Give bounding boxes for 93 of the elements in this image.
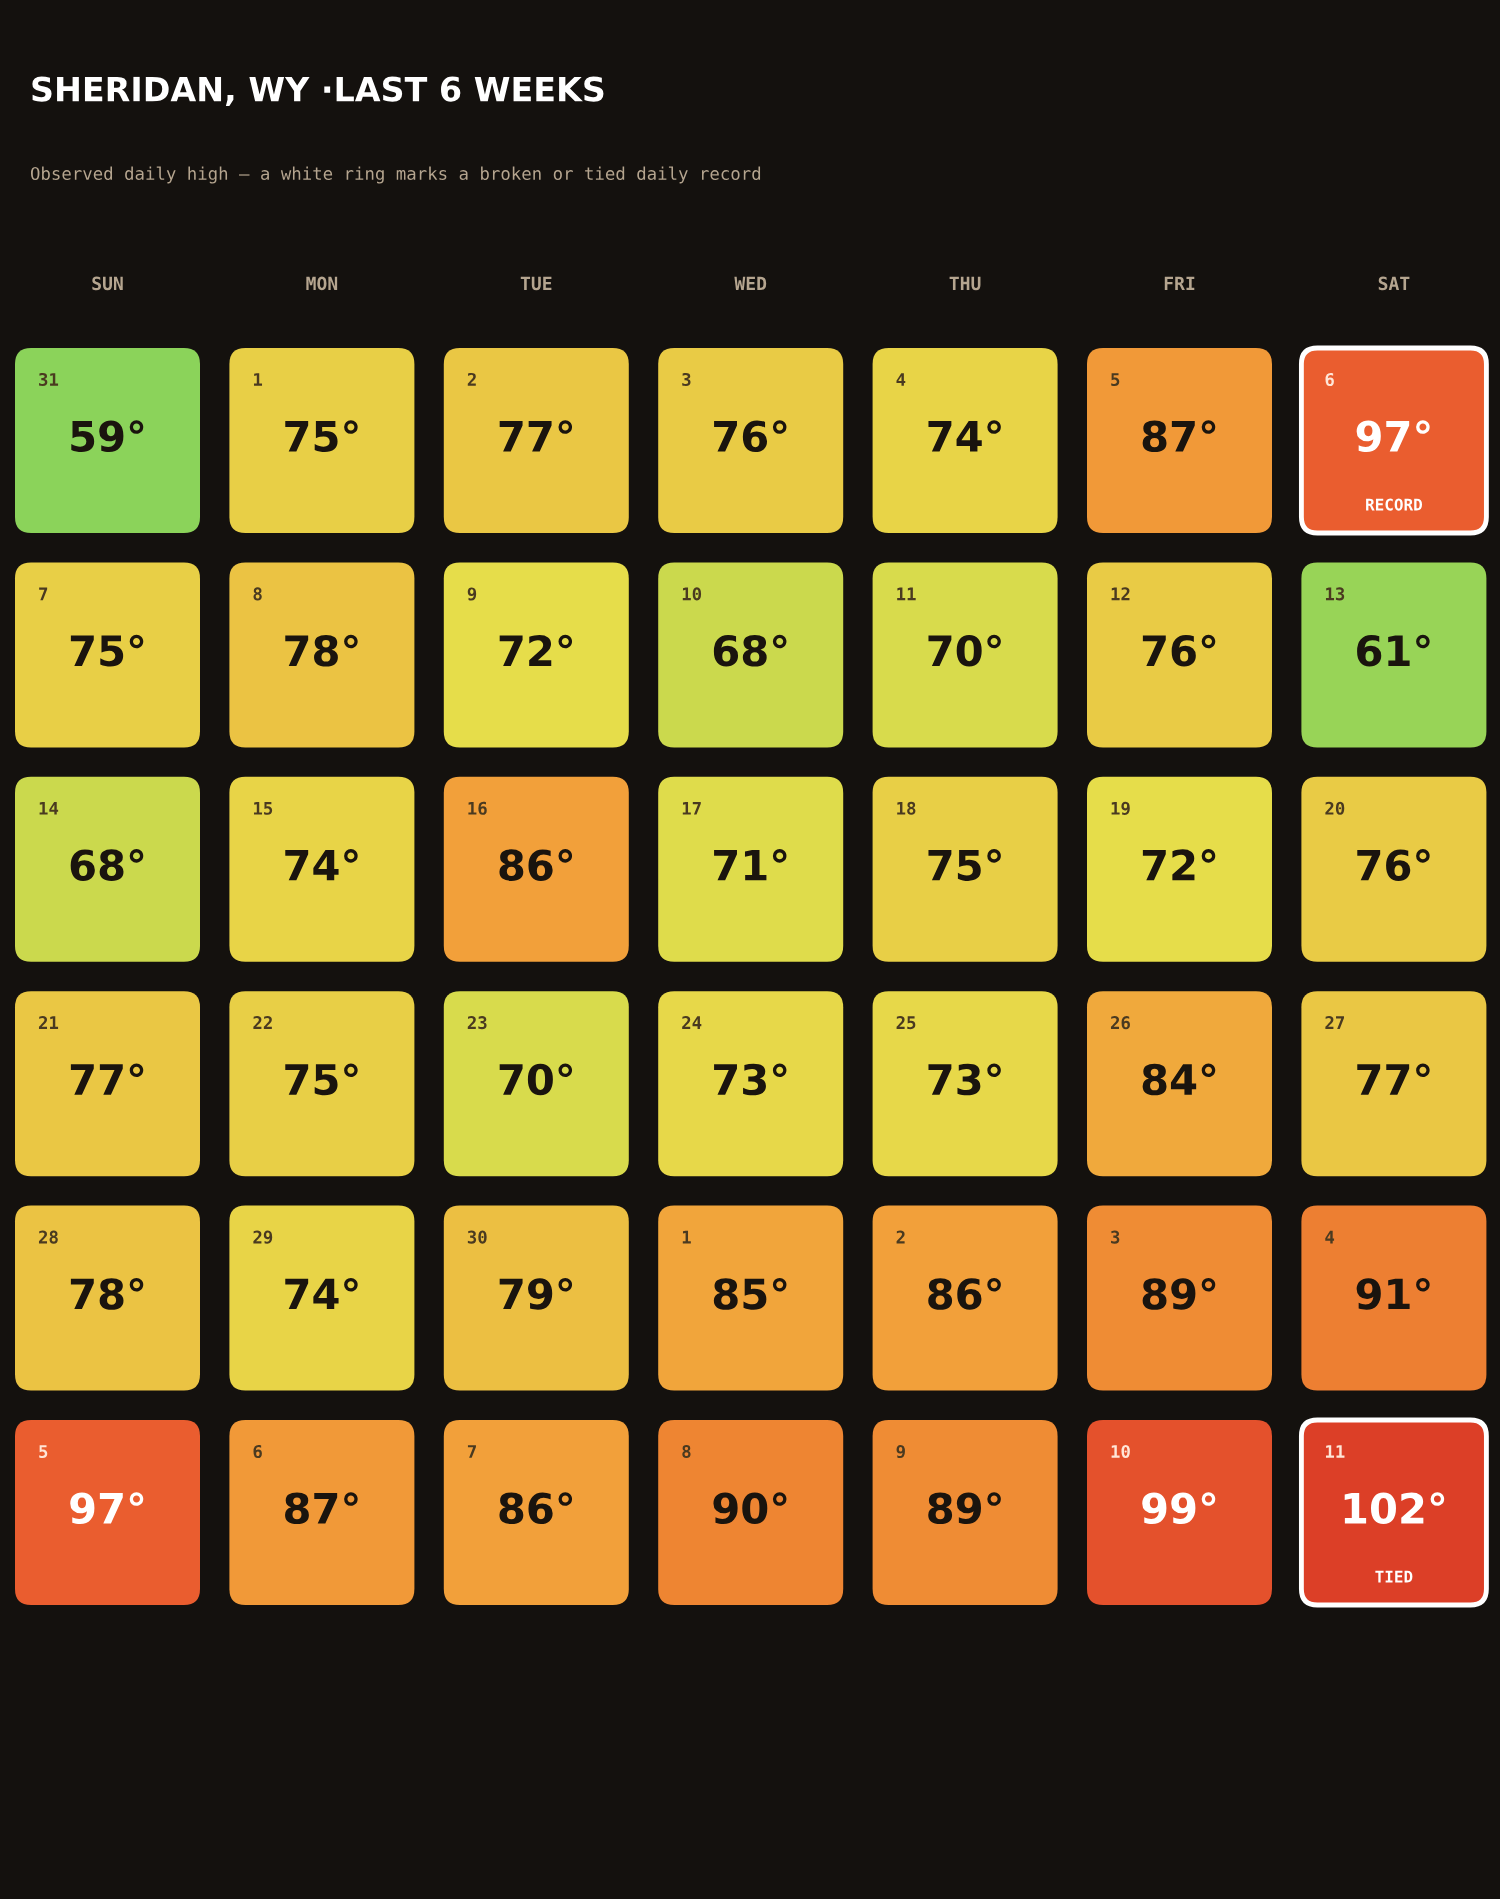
annotation: 27 — [1325, 1016, 1344, 1029]
annotation: 10 — [1111, 1444, 1130, 1459]
data-label: 73° — [714, 1063, 787, 1096]
data-label: 78° — [285, 634, 358, 667]
annotation: 12 — [1111, 587, 1130, 601]
data-label: 87° — [1142, 420, 1216, 453]
data-label: 86° — [499, 849, 573, 881]
data-label: 72° — [1142, 849, 1216, 881]
data-label: 91° — [1356, 1277, 1430, 1310]
annotation: 7 — [467, 1445, 476, 1458]
data-label: 70° — [928, 634, 1001, 667]
data-label: 90° — [713, 1492, 787, 1525]
annotation: 4 — [896, 373, 906, 386]
annotation: 21 — [38, 1016, 59, 1029]
data-label: 86° — [928, 1277, 1001, 1310]
annotation: 7 — [39, 587, 48, 601]
annotation: 4 — [1325, 1230, 1335, 1244]
annotation: 19 — [1111, 801, 1130, 815]
annotation: 3 — [682, 372, 691, 387]
annotation: 22 — [253, 1016, 272, 1029]
data-label: 76° — [1142, 634, 1216, 667]
annotation: 15 — [254, 801, 273, 815]
data-label: 86° — [499, 1492, 573, 1525]
x-tick-label: SUN — [92, 276, 123, 291]
data-label: 72° — [499, 634, 573, 666]
x-tick-label: THU — [949, 276, 981, 291]
annotation: 14 — [39, 801, 59, 815]
data-label: 71° — [714, 849, 787, 881]
x-tick-label: SAT — [1378, 276, 1410, 291]
annotation: 8 — [253, 587, 262, 601]
annotation: 13 — [1325, 587, 1345, 601]
data-label: 77° — [499, 420, 573, 452]
data-label: 75° — [70, 634, 144, 667]
data-label: 70° — [499, 1063, 573, 1096]
annotation: 2 — [896, 1230, 905, 1244]
annotation: 8 — [682, 1444, 691, 1459]
annotation: 10 — [682, 587, 702, 601]
data-label: 59° — [71, 420, 144, 453]
data-label: 79° — [499, 1277, 573, 1310]
data-label: 85° — [713, 1277, 787, 1310]
annotation: 26 — [1110, 1016, 1130, 1030]
x-tick-label: MON — [306, 276, 338, 291]
data-label: 74° — [285, 849, 358, 881]
annotation: 11 — [1325, 1445, 1345, 1458]
data-label: 75° — [285, 420, 358, 453]
annotation: 25 — [896, 1016, 916, 1030]
annotation: 5 — [39, 1445, 48, 1459]
x-tick-label: FRI — [1164, 276, 1195, 290]
data-label: 75° — [285, 1063, 358, 1096]
annotation: 1 — [254, 373, 263, 386]
data-label: 77° — [1357, 1063, 1430, 1095]
data-label: 97° RECORD — [1356, 420, 1430, 511]
data-label: 68° — [70, 849, 144, 881]
annotation: 16 — [468, 801, 487, 815]
data-label: 76° — [714, 420, 787, 453]
data-label: 97° — [70, 1492, 144, 1525]
annotation: 30 — [467, 1230, 487, 1244]
annotation: 3 — [1111, 1230, 1120, 1244]
x-tick-label: WED — [734, 276, 767, 290]
chart-title: SHERIDAN, WY ·LAST 6 WEEKS — [32, 76, 604, 106]
data-label: 78° — [70, 1277, 144, 1310]
data-label: 76° — [1357, 849, 1430, 881]
data-label: 74° — [285, 1277, 358, 1310]
chart-subtitle: Observed daily high — a white ring marks a broken or tied daily record — [30, 166, 761, 184]
annotation: 9 — [467, 587, 477, 601]
data-label: 73° — [928, 1063, 1001, 1096]
annotation: 5 — [1111, 373, 1120, 387]
annotation: 18 — [897, 801, 916, 815]
data-label: 75° — [928, 849, 1001, 881]
data-label: 74° — [928, 420, 1001, 452]
annotation: 2 — [467, 372, 476, 386]
x-tick-label: TUE — [520, 276, 552, 291]
annotation: 6 — [253, 1444, 262, 1459]
annotation: 31 — [39, 372, 59, 387]
annotation: 6 — [1325, 372, 1334, 387]
data-label: 89° — [1142, 1277, 1216, 1310]
data-label: 84° — [1142, 1063, 1216, 1096]
annotation: 17 — [682, 801, 701, 815]
annotation: 9 — [896, 1445, 905, 1459]
annotation: 11 — [897, 587, 916, 601]
data-label: 87° — [285, 1492, 358, 1525]
annotation: 20 — [1325, 801, 1345, 815]
data-label: 77° — [70, 1063, 144, 1095]
annotation: 1 — [682, 1230, 691, 1244]
annotation: 28 — [38, 1230, 58, 1244]
annotation: 29 — [253, 1230, 273, 1244]
annotation: 24 — [682, 1016, 702, 1029]
data-label: 89° — [928, 1492, 1001, 1525]
data-label: 99° — [1142, 1492, 1216, 1525]
annotation: 23 — [467, 1016, 487, 1030]
data-label: 61° — [1357, 634, 1430, 667]
data-label: 68° — [713, 634, 787, 667]
data-label: 102° TIED — [1344, 1492, 1445, 1583]
